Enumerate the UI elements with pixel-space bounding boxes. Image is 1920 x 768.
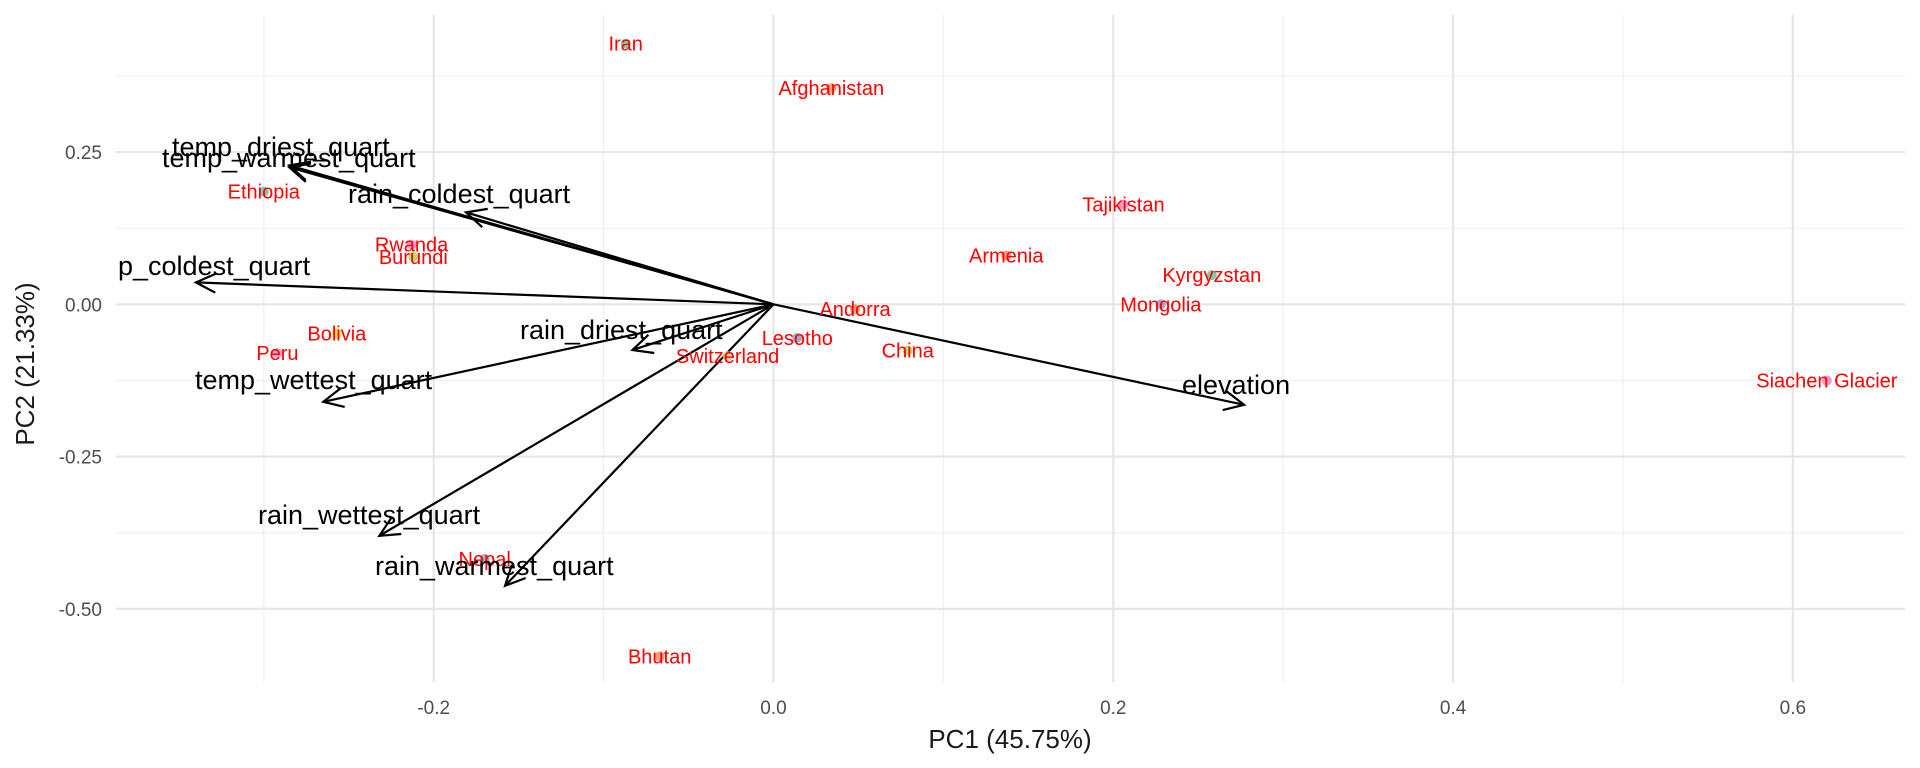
point-label: Tajikistan — [1082, 194, 1164, 216]
loading-label: temp_wettest_quart — [195, 365, 433, 395]
x-tick-label: 0.0 — [760, 698, 786, 719]
axis-ticks: -0.2 0.0 0.2 0.4 0.6 -0.50 -0.25 0.00 0.25 — [59, 143, 1806, 719]
data-point — [850, 304, 861, 315]
loading-label: rain_driest_quart — [520, 315, 723, 345]
loading-arrow — [320, 303, 774, 409]
data-point — [1821, 375, 1832, 386]
y-tick-label: 0.25 — [65, 143, 102, 164]
point-label: Iran — [608, 34, 642, 56]
loading-label: temp_warmest_quart — [162, 143, 416, 173]
observation-points — [258, 38, 1832, 662]
x-tick-label: 0.4 — [1440, 698, 1467, 719]
grid-lines — [116, 15, 1905, 682]
point-label: Bolivia — [307, 324, 367, 346]
loading-arrow — [773, 303, 1247, 412]
loading-label: rain_warmest_quart — [375, 551, 614, 581]
data-point — [1155, 299, 1166, 310]
data-point — [902, 345, 913, 356]
x-tick-label: 0.2 — [1100, 698, 1126, 719]
point-label: Peru — [256, 343, 298, 365]
point-label: Mongolia — [1120, 294, 1202, 316]
point-label: Armenia — [969, 246, 1044, 268]
x-axis-title: PC1 (45.75%) — [928, 724, 1091, 754]
data-point — [1118, 199, 1129, 210]
observation-labels: IranAfghanistanTajikistanEthiopiaRwandaB… — [228, 34, 1898, 669]
point-label: Switzerland — [676, 346, 779, 368]
loading-label: temp_driest_quart — [172, 132, 390, 162]
loading-arrow — [503, 303, 775, 588]
data-point — [722, 351, 733, 362]
loading-label: rain_coldest_quart — [348, 179, 571, 209]
loading-label: p_coldest_quart — [118, 251, 311, 281]
y-axis-title: PC2 (21.33%) — [10, 282, 40, 445]
point-label: Lesotho — [762, 328, 833, 350]
data-point — [1206, 270, 1217, 281]
point-label: Rwanda — [375, 235, 449, 257]
data-point — [406, 239, 417, 250]
y-tick-label: -0.25 — [59, 448, 102, 469]
x-tick-label: 0.6 — [1780, 698, 1806, 719]
data-point — [408, 251, 419, 262]
point-label: Burundi — [379, 247, 448, 269]
data-point — [620, 38, 631, 49]
point-label: Nepal — [459, 549, 511, 571]
point-label: Andorra — [819, 299, 891, 321]
loading-arrow — [286, 162, 774, 306]
loading-arrow — [463, 207, 774, 306]
x-tick-label: -0.2 — [417, 698, 450, 719]
point-label: Bhutan — [628, 646, 691, 668]
loading-vectors — [193, 160, 1247, 588]
data-point — [1001, 250, 1012, 261]
y-tick-label: -0.50 — [59, 600, 102, 621]
loading-label: elevation — [1182, 370, 1290, 400]
data-point — [258, 186, 269, 197]
data-point — [331, 328, 342, 339]
loading-arrow — [193, 272, 774, 306]
data-point — [654, 651, 665, 662]
loading-arrow — [630, 303, 774, 355]
point-label: Ethiopia — [228, 182, 301, 204]
data-point — [479, 553, 490, 564]
data-point — [792, 332, 803, 343]
y-tick-label: 0.00 — [65, 295, 102, 316]
point-label: China — [882, 341, 935, 363]
point-label: Siachen Glacier — [1756, 370, 1898, 392]
point-label: Kyrgyzstan — [1162, 265, 1261, 287]
loading-arrow — [377, 303, 775, 538]
loading-label: rain_wettest_quart — [258, 500, 481, 530]
data-point — [826, 83, 837, 94]
data-point — [272, 348, 283, 359]
point-label: Afghanistan — [778, 78, 884, 100]
